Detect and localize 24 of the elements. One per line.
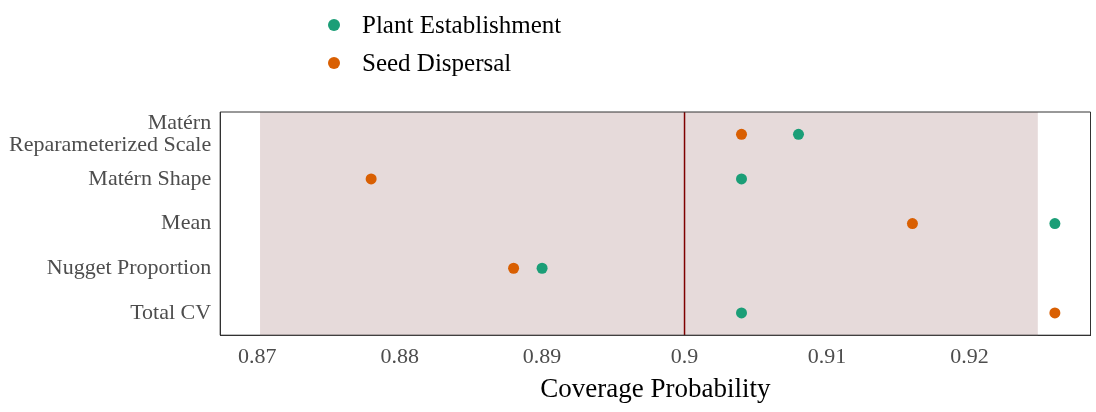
y-tick-label: Mean [161, 209, 212, 235]
point [792, 128, 804, 140]
legend-label: Plant Establishment [362, 11, 562, 39]
x-tick-label: 0.87 [237, 343, 277, 369]
x-tick-label: 0.9 [670, 343, 699, 369]
x-tick-label: 0.89 [522, 343, 562, 369]
point [1049, 307, 1061, 319]
x-axis-title: Coverage Probability [540, 372, 771, 403]
point [536, 262, 548, 274]
y-tick-label: Nugget Proportion [46, 254, 212, 280]
point [508, 262, 520, 274]
x-tick-label: 0.88 [380, 343, 419, 369]
y-tick-label: Total CV [130, 298, 212, 324]
x-tick-label: 0.91 [807, 343, 847, 369]
point [1049, 218, 1061, 230]
y-tick-label: Matérn Shape [88, 164, 212, 190]
point [736, 173, 748, 185]
y-tick-label: Matérn Reparameterized Scale [8, 109, 212, 157]
legend-label: Seed Dispersal [362, 49, 512, 77]
x-tick-label: 0.92 [950, 343, 989, 369]
point [736, 307, 748, 319]
point [736, 128, 748, 140]
point [906, 218, 918, 230]
point [365, 173, 377, 185]
